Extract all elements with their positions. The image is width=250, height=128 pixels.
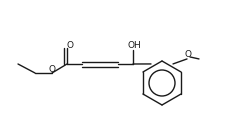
Text: O: O — [66, 40, 73, 50]
Text: OH: OH — [126, 40, 140, 50]
Text: O: O — [48, 65, 55, 73]
Text: O: O — [184, 50, 191, 59]
